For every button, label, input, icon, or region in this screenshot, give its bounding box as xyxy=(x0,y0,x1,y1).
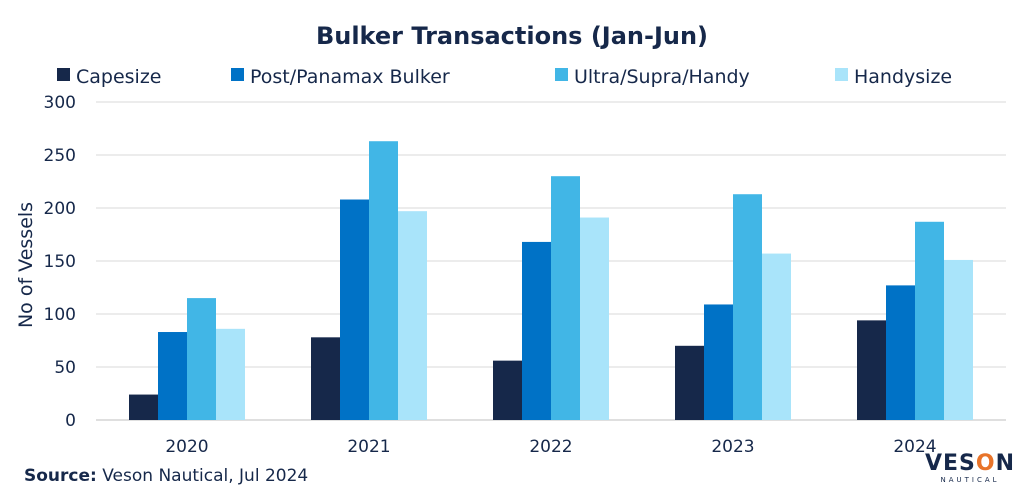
bar-post-panamax-bulker-2021 xyxy=(340,199,369,420)
bar-post-panamax-bulker-2020 xyxy=(158,332,187,420)
bar-capesize-2023 xyxy=(675,345,704,420)
bar-handysize-2020 xyxy=(216,328,245,420)
bar-handysize-2023 xyxy=(762,253,791,420)
bar-ultra-supra-handy-2022 xyxy=(551,176,580,420)
source-text: Veson Nautical, Jul 2024 xyxy=(102,466,309,486)
legend-label: Ultra/Supra/Handy xyxy=(574,66,750,88)
bar-capesize-2024 xyxy=(857,320,886,420)
y-tick-label: 100 xyxy=(44,305,76,325)
bar-post-panamax-bulker-2023 xyxy=(704,304,733,420)
logo-part: N xyxy=(995,451,1016,476)
y-axis-ticks: 0 50 100 150 200 250 300 xyxy=(44,93,76,431)
bar-handysize-2021 xyxy=(398,211,427,420)
legend-swatch xyxy=(57,68,70,81)
y-tick-label: 200 xyxy=(44,199,76,219)
x-tick-label: 2021 xyxy=(347,437,390,457)
source-note: Source: Veson Nautical, Jul 2024 xyxy=(24,466,308,486)
bars xyxy=(129,141,973,420)
x-tick-label: 2020 xyxy=(165,437,208,457)
bar-post-panamax-bulker-2024 xyxy=(886,285,915,420)
chart-title: Bulker Transactions (Jan-Jun) xyxy=(316,22,708,50)
bar-handysize-2022 xyxy=(580,217,609,420)
logo-part: VES xyxy=(924,451,976,476)
logo-subtitle: NAUTICAL xyxy=(940,476,1000,484)
y-tick-label: 150 xyxy=(44,252,76,272)
bar-ultra-supra-handy-2024 xyxy=(915,221,944,420)
legend-label: Capesize xyxy=(76,66,162,88)
logo-wordmark: VESON xyxy=(922,452,1018,476)
x-axis-ticks: 2020 2021 2022 2023 2024 xyxy=(165,437,936,457)
bar-handysize-2024 xyxy=(944,259,973,420)
legend-label: Post/Panamax Bulker xyxy=(250,66,450,88)
logo-part: O xyxy=(975,451,996,476)
veson-logo: VESON NAUTICAL xyxy=(922,452,1018,485)
bar-capesize-2020 xyxy=(129,394,158,420)
bar-capesize-2021 xyxy=(311,337,340,420)
x-tick-label: 2024 xyxy=(893,437,936,457)
y-tick-label: 250 xyxy=(44,146,76,166)
legend-swatch xyxy=(231,68,244,81)
bar-post-panamax-bulker-2022 xyxy=(522,241,551,420)
x-tick-label: 2023 xyxy=(711,437,754,457)
legend-swatch xyxy=(555,68,568,81)
y-tick-label: 0 xyxy=(65,411,76,431)
y-tick-label: 50 xyxy=(54,358,76,378)
legend-swatch xyxy=(835,68,848,81)
y-axis-label: No of Vessels xyxy=(15,202,37,328)
y-tick-label: 300 xyxy=(44,93,76,113)
legend: Capesize Post/Panamax Bulker Ultra/Supra/H… xyxy=(57,66,952,88)
x-tick-label: 2022 xyxy=(529,437,572,457)
legend-label: Handysize xyxy=(854,66,952,88)
bar-ultra-supra-handy-2021 xyxy=(369,141,398,420)
bar-ultra-supra-handy-2020 xyxy=(187,298,216,420)
source-label: Source: xyxy=(24,466,97,486)
bar-ultra-supra-handy-2023 xyxy=(733,194,762,420)
bar-capesize-2022 xyxy=(493,360,522,420)
